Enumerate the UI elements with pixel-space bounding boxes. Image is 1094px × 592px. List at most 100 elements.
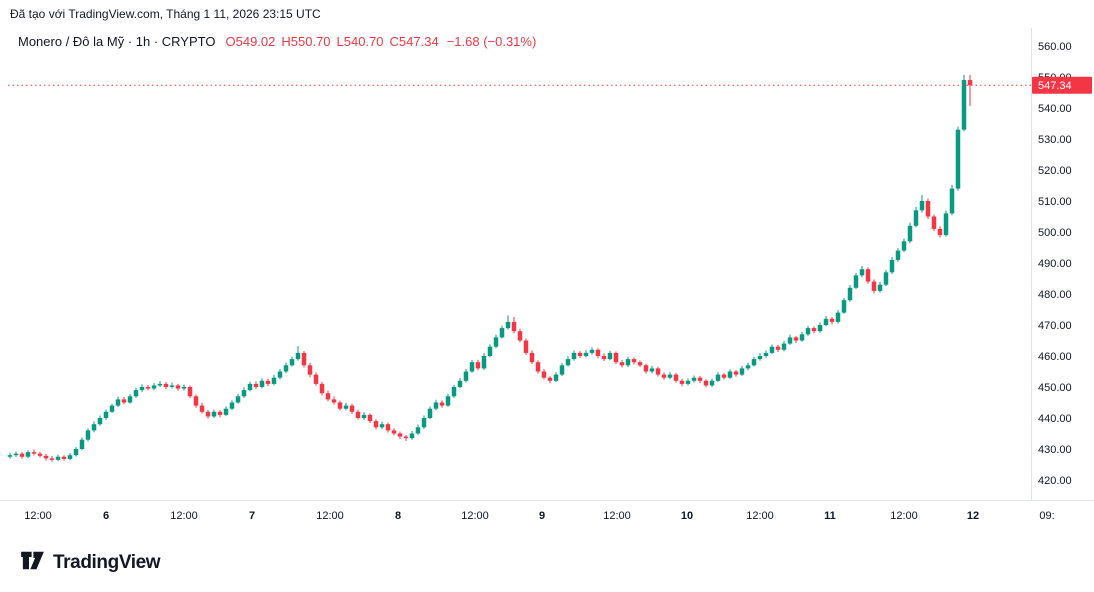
- time-tick-label: 12:00: [24, 510, 52, 522]
- candle-body: [457, 380, 463, 387]
- price-tick-label: 540.00: [1038, 103, 1072, 115]
- candle-body: [703, 380, 709, 386]
- candle-body: [187, 387, 193, 397]
- candle-body: [637, 362, 643, 366]
- time-tick-label: 12:00: [170, 510, 198, 522]
- last-price-label: 547.34: [1032, 76, 1092, 94]
- candle-body: [511, 321, 517, 332]
- candle-body: [553, 374, 559, 381]
- candle-body: [793, 337, 799, 341]
- candle-body: [133, 390, 139, 397]
- candle-body: [451, 387, 457, 397]
- price-axis[interactable]: 560.00550.00540.00530.00520.00510.00500.…: [1038, 41, 1072, 487]
- candle-body: [235, 396, 241, 403]
- candle-body: [883, 272, 889, 285]
- attribution-text: Đã tạo với TradingView.com, Tháng 1 11, …: [10, 7, 321, 21]
- candle-body: [763, 352, 769, 356]
- candle-body: [733, 371, 739, 375]
- candle-body: [751, 359, 757, 366]
- ohlc-close: C547.34: [390, 34, 439, 49]
- candle-body: [55, 456, 61, 460]
- price-tick-label: 470.00: [1038, 320, 1072, 332]
- candle-body: [469, 362, 475, 372]
- candle-body: [829, 318, 835, 322]
- candle-body: [313, 374, 319, 384]
- time-tick-label: 11: [824, 510, 836, 522]
- candle-body: [421, 418, 427, 428]
- candle-body: [121, 399, 127, 403]
- close-value: 547.34: [398, 34, 439, 49]
- time-axis[interactable]: 12:00 6 12:00 7 12:00 8 12:00 9 12:00 10 12:00 11 12…: [24, 510, 1054, 522]
- candle-body: [397, 433, 403, 437]
- candle-body: [541, 371, 547, 378]
- candle-body: [499, 328, 505, 338]
- candle-body: [439, 402, 445, 406]
- candle-body: [661, 374, 667, 378]
- candle-body: [787, 337, 793, 344]
- candle-body: [73, 449, 79, 456]
- candle-body: [919, 201, 925, 211]
- candle-body: [43, 455, 49, 459]
- candle-body: [301, 352, 307, 366]
- candle-body: [805, 328, 811, 335]
- candle-body: [505, 321, 511, 329]
- candle-body: [673, 374, 679, 381]
- candles-layer[interactable]: [7, 74, 973, 462]
- candle-body: [31, 452, 37, 454]
- time-tick-label: 6: [103, 510, 109, 522]
- candle-body: [205, 411, 211, 417]
- candle-body: [487, 346, 493, 356]
- candle-body: [577, 352, 583, 356]
- candle-body: [283, 365, 289, 372]
- time-tick-label: 12: [967, 510, 979, 522]
- price-tick-label: 420.00: [1038, 475, 1072, 487]
- candle-body: [625, 359, 631, 366]
- open-value: 549.02: [235, 34, 276, 49]
- candle-body: [595, 349, 601, 356]
- candle-body: [565, 359, 571, 366]
- candle-body: [931, 216, 937, 229]
- tradingview-brand[interactable]: TradingView: [20, 550, 161, 576]
- candle-body: [277, 371, 283, 378]
- candle-body: [817, 325, 823, 332]
- candle-body: [601, 356, 607, 360]
- price-tick-label: 500.00: [1038, 227, 1072, 239]
- candle-body: [865, 269, 871, 282]
- candle-body: [253, 383, 259, 387]
- candle-body: [361, 414, 367, 418]
- candle-body: [709, 380, 715, 386]
- candle-body: [403, 436, 409, 439]
- candle-body: [157, 383, 163, 386]
- candle-body: [493, 337, 499, 347]
- candle-body: [697, 377, 703, 381]
- candle-body: [757, 356, 763, 360]
- ohlc-low: L540.70: [337, 34, 384, 49]
- candle-body: [415, 427, 421, 434]
- candle-body: [289, 359, 295, 366]
- candle-body: [7, 455, 13, 457]
- price-tick-label: 530.00: [1038, 134, 1072, 146]
- candle-body: [343, 405, 349, 409]
- candle-body: [907, 225, 913, 242]
- candle-body: [571, 352, 577, 360]
- candle-body: [799, 334, 805, 341]
- tradingview-logo-icon: [20, 550, 45, 576]
- candle-body: [877, 284, 883, 291]
- candle-body: [631, 359, 637, 363]
- candle-body: [211, 411, 217, 417]
- candle-body: [373, 421, 379, 428]
- candle-body: [901, 241, 907, 251]
- price-tick-label: 510.00: [1038, 196, 1072, 208]
- candle-body: [355, 411, 361, 418]
- symbol-legend: Monero / Đô la Mỹ · 1h · CRYPTO O549.02 …: [18, 34, 536, 49]
- candle-body: [523, 340, 529, 353]
- candle-body: [61, 456, 67, 459]
- candle-body: [79, 439, 85, 449]
- high-label: H: [281, 34, 291, 49]
- candle-body: [193, 396, 199, 406]
- candle-body: [325, 393, 331, 400]
- low-value: 540.70: [343, 34, 384, 49]
- high-value: 550.70: [290, 34, 331, 49]
